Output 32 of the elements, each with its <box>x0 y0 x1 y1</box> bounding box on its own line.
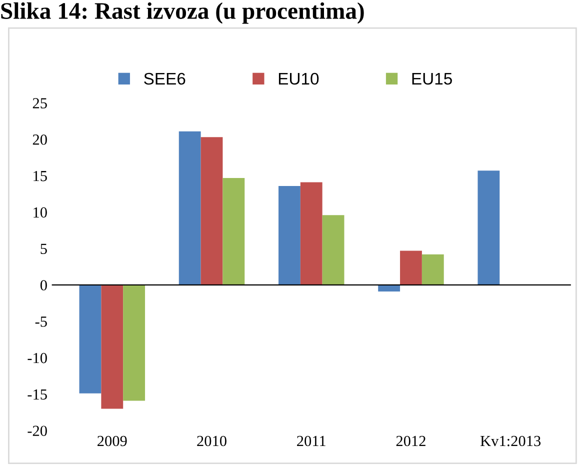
x-tick-label: Kv1:2013 <box>480 436 541 446</box>
bar <box>478 170 500 285</box>
bar <box>200 137 223 285</box>
y-tick-label: 25 <box>32 98 47 108</box>
bar <box>300 182 322 285</box>
y-tick-label: 0 <box>40 280 47 290</box>
x-tick-label: 2010 <box>197 436 226 446</box>
x-tick-label: 2009 <box>98 436 127 446</box>
y-tick-label: -10 <box>28 352 47 364</box>
y-tick-label: 20 <box>32 134 47 145</box>
x-tick-label: 2011 <box>297 436 326 446</box>
bar <box>322 215 344 285</box>
legend-label: EU10 <box>278 72 319 85</box>
bar <box>222 178 245 285</box>
bar <box>178 131 201 285</box>
y-tick-label: 10 <box>34 207 47 218</box>
y-tick-label: -20 <box>28 426 47 436</box>
bar <box>378 284 400 292</box>
bar <box>422 254 444 285</box>
x-tick-label: 2012 <box>396 436 426 446</box>
bar <box>79 284 102 394</box>
legend-label: SEE6 <box>144 72 186 85</box>
chart-title: Slika 14: Rast izvoza (u procentima) <box>1 2 364 24</box>
legend-label: EU15 <box>412 73 452 85</box>
y-tick-label: -15 <box>28 389 47 400</box>
y-tick-label: 5 <box>40 244 47 254</box>
bar <box>101 284 124 409</box>
y-tick-label: -5 <box>35 316 47 327</box>
bar <box>400 250 422 285</box>
bar <box>123 284 146 401</box>
bar <box>278 186 300 285</box>
y-tick-label: 15 <box>34 170 47 182</box>
